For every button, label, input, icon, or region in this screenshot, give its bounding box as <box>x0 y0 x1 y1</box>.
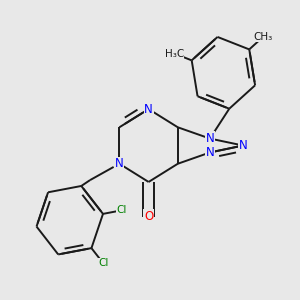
Text: Cl: Cl <box>116 206 127 215</box>
Text: N: N <box>239 139 248 152</box>
Text: N: N <box>206 146 214 159</box>
Text: N: N <box>115 157 124 170</box>
Text: H₃C: H₃C <box>165 49 184 58</box>
Text: O: O <box>144 210 153 223</box>
Text: N: N <box>206 132 214 145</box>
Text: N: N <box>144 103 153 116</box>
Text: Cl: Cl <box>98 259 109 269</box>
Text: CH₃: CH₃ <box>254 32 273 41</box>
